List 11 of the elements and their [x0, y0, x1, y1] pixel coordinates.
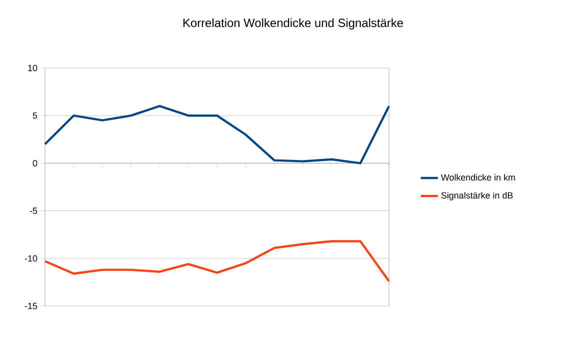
- y-tick-label: 5: [32, 112, 38, 119]
- legend-label: Wolkendicke in km: [440, 174, 515, 181]
- y-tick-label: -15: [24, 302, 38, 310]
- line-series: [44, 240, 390, 282]
- y-tick-label: -5: [30, 208, 38, 214]
- line-series: [44, 104, 390, 164]
- chart-title: Korrelation Wolkendicke und Signalstärke: [183, 18, 403, 30]
- legend-label: Signalstärke in dB: [441, 192, 513, 200]
- y-tick-label: 0: [32, 160, 38, 166]
- y-tick-label: 10: [28, 64, 38, 72]
- y-tick-label: -10: [24, 255, 38, 262]
